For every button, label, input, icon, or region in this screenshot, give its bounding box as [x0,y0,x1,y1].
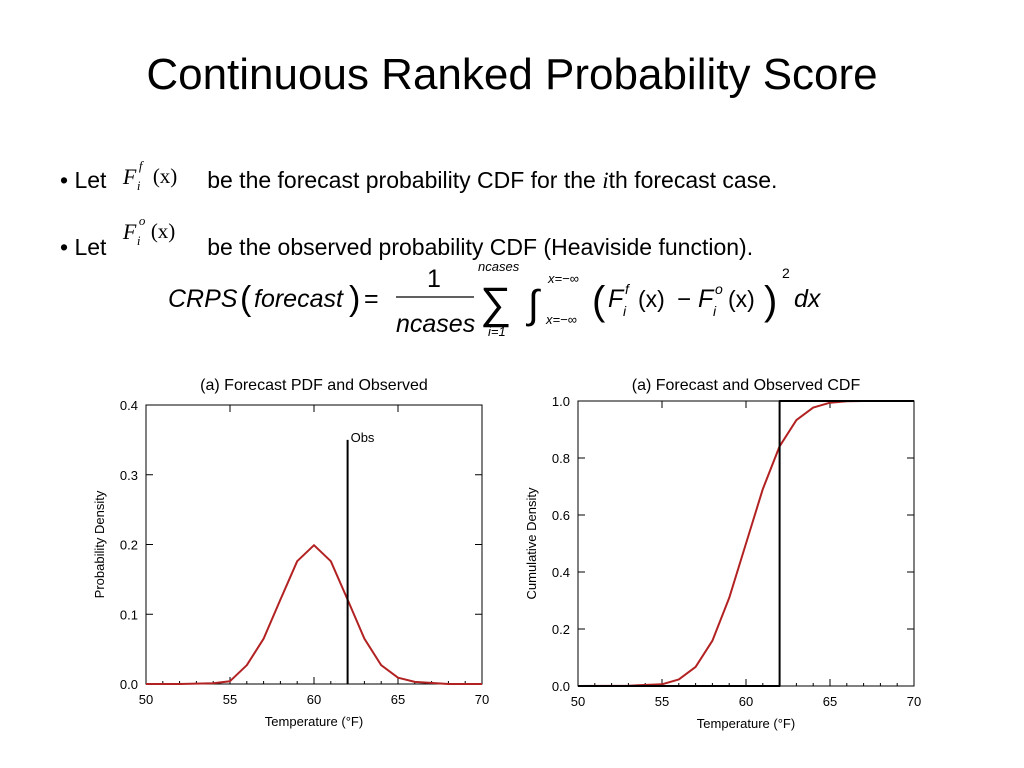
chart-2-xtick-label: 60 [739,694,753,709]
fraction-numerator: 1 [427,265,441,293]
chart-2-series-line-0 [577,400,914,687]
chart-2-ytick-label: 0.8 [552,451,570,466]
big-paren-left: ( [592,279,606,323]
chart-2-ytick-label: 0.4 [552,565,570,580]
chart-1-ylabel: Probability Density [92,490,107,598]
chart-1-title: (a) Forecast PDF and Observed [200,377,428,394]
chart-2-xtick-label: 50 [571,694,585,709]
chart-1-ytick-label: 0.4 [120,398,138,413]
forecast-f-sup: f [625,281,631,297]
forecast-pdf-chart: (a) Forecast PDF and Observed 50 55 60 65 70 0… [92,377,489,729]
chart-2-ytick-label: 0.2 [552,622,570,637]
forecast-i-sub: i [623,303,627,319]
dx-label: dx [794,285,822,313]
bullet-prefix: • Let [60,234,107,260]
fraction-denominator: ncases [396,310,475,338]
chart-2-ytick-label: 0.0 [552,679,570,694]
bullet-suffix: th forecast case. [608,167,778,193]
observed-F: F [698,285,715,313]
forecast-cdf-chart: (a) Forecast and Observed CDF 50 55 60 65 70 0… [524,377,921,731]
chart-1-ytick-label: 0.3 [120,468,138,483]
chart-2-ytick-label: 0.6 [552,508,570,523]
chart-1-xtick-label: 60 [307,692,321,707]
integral-symbol: ∫ [526,283,542,327]
forecast-label: forecast [254,285,344,313]
chart-2-xtick-label: 65 [823,694,837,709]
bullet-italic-i: i [602,168,609,193]
chart-1-series-line-0 [146,544,482,685]
minus-sign: − [677,286,691,313]
bullet-forecast-cdf: • Let F f i (x) be the forecast probabil… [60,158,778,194]
observed-i-sub: i [713,303,717,319]
bullet-text: be the observed probability CDF (Heavisi… [207,234,754,260]
crps-formula: CRPS ( forecast ) = 1 ncases ncases ∑ i=… [168,259,822,339]
forecast-cdf-symbol: F f i (x) [122,158,178,193]
chart-1-xtick-label: 65 [391,692,405,707]
observed-x: (x) [728,286,755,312]
chart-2-xtick-label: 70 [907,694,921,709]
bullet-prefix: • Let [60,167,107,193]
forecast-F: F [608,285,625,313]
chart-1-obs-label: Obs [351,430,375,445]
equals-sign: = [364,285,379,313]
chart-2-series-line-1 [578,400,914,687]
observed-cdf-symbol: F o i (x) [122,213,176,248]
chart-1-ytick-label: 0.1 [120,607,138,622]
chart-1-ytick-label: 0.0 [120,677,138,692]
paren-left: ( [240,280,252,318]
forecast-x: (x) [638,286,665,312]
bullet-text: be the forecast probability CDF for the [207,167,603,193]
exponent-2: 2 [782,265,790,281]
chart-2-title: (a) Forecast and Observed CDF [632,377,861,394]
chart-1-xtick-label: 70 [475,692,489,707]
chart-2-ytick-label: 1.0 [552,394,570,409]
integral-lower: x=−∞ [545,312,577,327]
chart-1-xtick-label: 55 [223,692,237,707]
chart-1-xlabel: Temperature (°F) [265,714,363,729]
sum-lower: i=1 [488,324,506,339]
chart-2-xtick-label: 55 [655,694,669,709]
sum-upper: ncases [478,259,520,274]
integral-upper: x=−∞ [547,271,579,286]
slide-title: Continuous Ranked Probability Score [146,50,878,99]
chart-2-ylabel: Cumulative Density [524,487,539,599]
observed-o-sup: o [715,281,723,297]
chart-1-xtick-label: 50 [139,692,153,707]
crps-label: CRPS [168,285,238,313]
big-paren-right: ) [764,279,777,323]
bullet-observed-cdf: • Let F o i (x) be the observed probabil… [60,213,754,261]
chart-2-xlabel: Temperature (°F) [697,716,795,731]
chart-1-ytick-label: 0.2 [120,538,138,553]
sum-symbol: ∑ [480,279,511,328]
paren-right: ) [349,280,360,318]
